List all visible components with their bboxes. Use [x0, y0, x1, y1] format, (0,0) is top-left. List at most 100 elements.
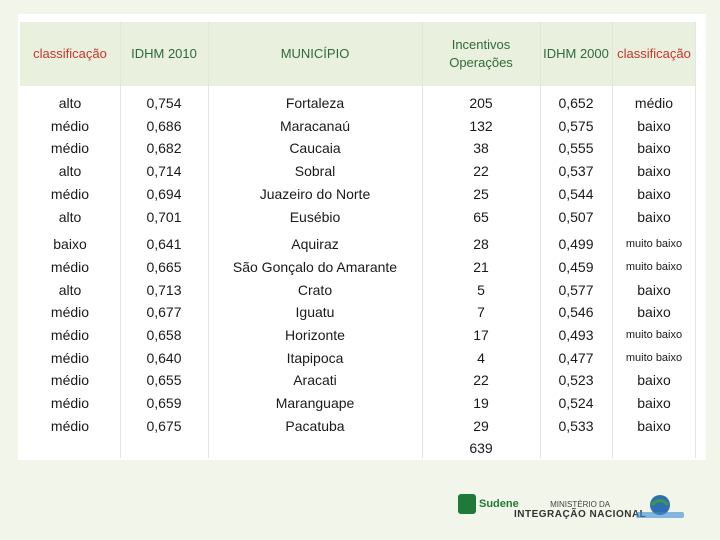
municipio-cell: Iguatu	[295, 304, 335, 321]
municipio-cell: Aracati	[293, 372, 337, 389]
classificacao-2000-cell: baixo	[637, 417, 671, 434]
total-incentivos: 639	[469, 440, 493, 456]
idhm-2010-cell: 0,640	[146, 349, 182, 366]
header-idhm-2010-label: IDHM 2010	[131, 46, 197, 61]
sudene-label: Sudene	[479, 498, 519, 510]
classificacao-2010-cell: alto	[58, 281, 82, 298]
header-incentivos-line1: Incentivos	[451, 37, 511, 52]
header-classificacao-2000-label: classificação	[617, 46, 691, 61]
classificacao-2000-cell: muito baixo	[625, 351, 683, 364]
incentivos-cell: 25	[473, 185, 489, 202]
idhm-2000-cell: 0,459	[558, 258, 594, 275]
column-divider	[695, 22, 696, 458]
idhm-table: classificação IDHM 2010 MUNICÍPIO Incent…	[20, 22, 696, 458]
classificacao-2010-cell: médio	[50, 117, 90, 134]
incentivos-cell: 17	[473, 327, 489, 343]
idhm-2000-cell: 0,546	[558, 304, 594, 321]
idhm-2010-cell: 0,665	[146, 258, 182, 275]
classificacao-2000-cell: baixo	[637, 281, 671, 298]
idhm-2010-cell: 0,686	[146, 117, 182, 134]
header-classificacao-2010: classificação	[20, 22, 120, 86]
column-divider	[612, 22, 613, 458]
idhm-2010-cell: 0,754	[146, 95, 182, 111]
column-divider	[540, 22, 541, 458]
idhm-2000-cell: 0,652	[558, 95, 594, 111]
incentivos-cell: 38	[473, 140, 489, 157]
header-municipio-label: MUNICÍPIO	[280, 46, 350, 61]
classificacao-2010-cell: alto	[58, 208, 82, 225]
table-sheet	[18, 14, 706, 460]
idhm-2000-cell: 0,537	[558, 163, 594, 180]
idhm-2000-cell: 0,577	[558, 281, 594, 298]
idhm-2010-cell: 0,713	[146, 281, 182, 298]
idhm-2010-cell: 0,658	[146, 327, 182, 343]
municipio-cell: Fortaleza	[285, 95, 345, 111]
classificacao-2000-cell: baixo	[637, 208, 671, 225]
municipio-cell: Eusébio	[289, 208, 341, 225]
municipio-cell: Caucaia	[289, 140, 341, 157]
municipio-cell: Crato	[297, 281, 333, 298]
idhm-2000-cell: 0,555	[558, 140, 594, 157]
column-divider	[422, 22, 423, 458]
incentivos-cell: 22	[473, 372, 489, 389]
incentivos-cell: 7	[477, 304, 485, 321]
incentivos-cell: 132	[469, 117, 493, 134]
classificacao-2010-cell: médio	[50, 395, 90, 412]
municipio-cell: Maracanaú	[279, 117, 351, 134]
sudene-mark-icon	[458, 494, 476, 514]
sudene-logo: Sudene	[458, 494, 519, 514]
incentivos-cell: 4	[477, 349, 485, 366]
classificacao-2010-cell: alto	[58, 95, 82, 111]
ministerio-line2: INTEGRAÇÃO NACIONAL	[514, 509, 647, 520]
classificacao-2010-cell: médio	[50, 140, 90, 157]
classificacao-2000-cell: baixo	[637, 185, 671, 202]
header-municipio: MUNICÍPIO	[208, 22, 422, 86]
idhm-2000-cell: 0,499	[558, 236, 594, 253]
classificacao-2010-cell: médio	[50, 417, 90, 434]
classificacao-2000-cell: baixo	[637, 163, 671, 180]
idhm-2000-cell: 0,477	[558, 349, 594, 366]
municipio-cell: Horizonte	[285, 327, 345, 343]
incentivos-cell: 205	[469, 95, 493, 111]
incentivos-cell: 29	[473, 417, 489, 434]
idhm-2010-cell: 0,682	[146, 140, 182, 157]
header-incentivos-line2: Operações	[449, 55, 513, 70]
municipio-cell: Pacatuba	[285, 417, 345, 434]
incentivos-cell: 22	[473, 163, 489, 180]
column-divider	[208, 22, 209, 458]
municipio-cell: Aquiraz	[291, 236, 339, 253]
idhm-2010-cell: 0,641	[146, 236, 182, 253]
classificacao-2010-cell: médio	[50, 258, 90, 275]
classificacao-2010-cell: médio	[50, 304, 90, 321]
incentivos-cell: 21	[473, 258, 489, 275]
classificacao-2000-cell: muito baixo	[625, 260, 683, 273]
classificacao-2000-cell: baixo	[637, 117, 671, 134]
classificacao-2000-cell: baixo	[637, 140, 671, 157]
municipio-cell: Itapipoca	[286, 349, 344, 366]
classificacao-2000-cell: muito baixo	[625, 238, 683, 251]
classificacao-2010-cell: médio	[50, 185, 90, 202]
classificacao-2010-cell: médio	[50, 349, 90, 366]
incentivos-cell: 65	[473, 208, 489, 225]
ministerio-logo: MINISTÉRIO DA INTEGRAÇÃO NACIONAL	[514, 500, 646, 520]
classificacao-2010-cell: alto	[58, 163, 82, 180]
incentivos-cell: 19	[473, 395, 489, 412]
classificacao-2000-cell: muito baixo	[625, 329, 683, 341]
ministerio-line1: MINISTÉRIO DA	[550, 500, 611, 509]
header-idhm-2000-label: IDHM 2000	[543, 46, 609, 61]
idhm-2000-cell: 0,507	[558, 208, 594, 225]
idhm-2010-cell: 0,659	[146, 395, 182, 412]
header-idhm-2000: IDHM 2000	[540, 22, 612, 86]
idhm-2000-cell: 0,575	[558, 117, 594, 134]
idhm-2010-cell: 0,675	[146, 417, 182, 434]
incentivos-cell: 28	[473, 236, 489, 253]
idhm-2000-cell: 0,524	[558, 395, 594, 412]
classificacao-2010-cell: médio	[50, 372, 90, 389]
idhm-2000-cell: 0,533	[558, 417, 594, 434]
incentivos-cell: 5	[477, 281, 485, 298]
classificacao-2000-cell: baixo	[637, 304, 671, 321]
idhm-2010-cell: 0,714	[146, 163, 182, 180]
classificacao-2000-cell: médio	[634, 95, 674, 111]
column-divider	[120, 22, 121, 458]
header-classificacao-2010-label: classificação	[33, 46, 107, 61]
